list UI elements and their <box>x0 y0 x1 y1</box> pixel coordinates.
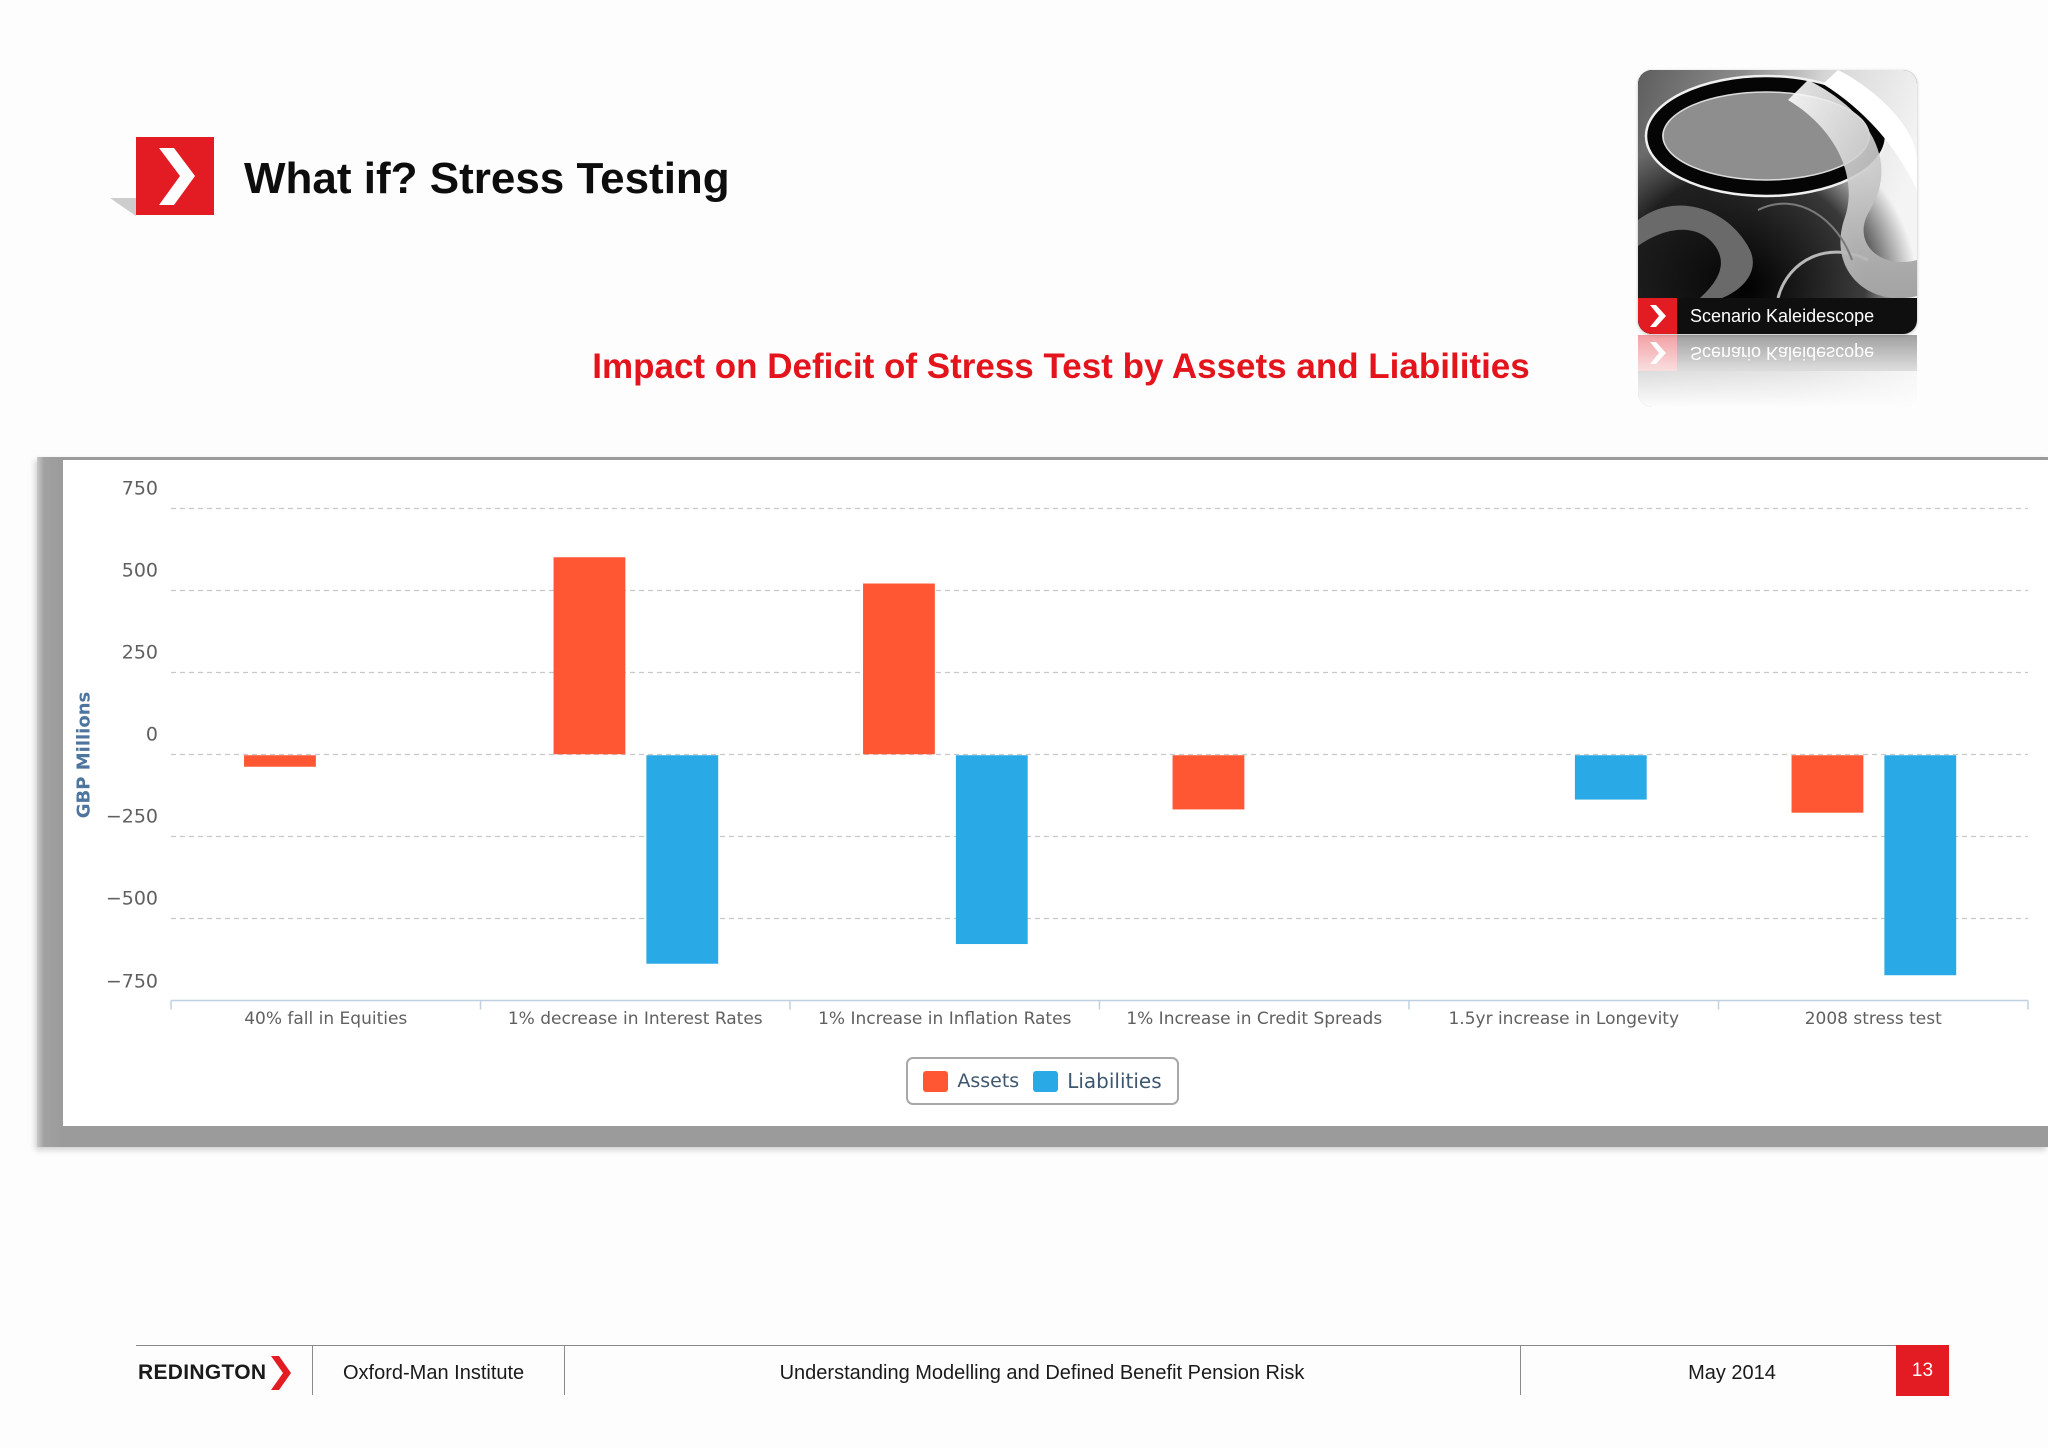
chart-title: Impact on Deficit of Stress Test by Asse… <box>592 347 1530 386</box>
page-number: 13 <box>1896 1345 1949 1396</box>
gridlines <box>170 507 2029 1010</box>
legend-swatch-assets <box>923 1070 949 1092</box>
y-tick-label: −500 <box>106 888 158 910</box>
y-tick-label: −750 <box>106 971 158 993</box>
scenario-kaleidoscope-image: Scenario Kaleidescope <box>1638 70 1917 334</box>
y-axis-title: GBP Millions <box>74 692 95 818</box>
footer-presentation-title: Understanding Modelling and Defined Bene… <box>779 1362 1305 1384</box>
footer-separator <box>1520 1345 1521 1395</box>
chart-legend: Assets Liabilities <box>906 1057 1179 1105</box>
reflected-picture <box>1638 371 1917 407</box>
bar-assets <box>1791 755 1864 813</box>
legend-item-liabilities[interactable]: Liabilities <box>1033 1069 1162 1093</box>
chart-panel: 750 500 250 0 −250 −500 −750 40% fall in Equiti… <box>63 460 2048 1126</box>
bar-liabilities <box>646 755 719 964</box>
footer-separator <box>312 1345 313 1395</box>
bar-liabilities <box>1884 755 1957 976</box>
reflected-chevron-badge <box>1638 335 1677 371</box>
y-tick-label: 750 <box>122 478 158 500</box>
y-tick-label: 500 <box>122 560 158 582</box>
x-tick-label: 40% fall in Equities <box>244 1009 407 1029</box>
bar-assets <box>553 557 626 755</box>
x-tick-label: 1% Increase in Credit Spreads <box>1126 1009 1382 1029</box>
legend-label-liabilities: Liabilities <box>1067 1069 1162 1093</box>
title-badge <box>100 130 220 220</box>
footer-date: May 2014 <box>1688 1362 1776 1384</box>
y-tick-label: 0 <box>146 724 158 746</box>
footer-institution: Oxford-Man Institute <box>343 1362 525 1384</box>
axis-labels: 750 500 250 0 −250 −500 −750 40% fall in Equiti… <box>106 478 1942 1030</box>
chevron-right-icon <box>1650 342 1666 364</box>
bar-chart: 750 500 250 0 −250 −500 −750 40% fall in Equiti… <box>74 478 2029 1030</box>
scenario-image-reflection: Scenario Kaleidescope <box>1638 335 1917 407</box>
bar-liabilities <box>955 755 1028 945</box>
reflection-fade <box>1638 335 1917 407</box>
chevron-right-icon <box>159 148 195 205</box>
chevron-right-icon <box>1650 305 1666 327</box>
bar-assets <box>863 583 935 755</box>
y-tick-label: −250 <box>106 806 158 828</box>
abstract-ribbons-picture <box>1638 70 1917 334</box>
band-chevron-badge <box>1638 298 1677 334</box>
x-tick-label: 1% decrease in Interest Rates <box>508 1009 763 1029</box>
reflected-caption-band: Scenario Kaleidescope <box>1638 335 1917 371</box>
legend-swatch-liabilities <box>1033 1070 1059 1092</box>
x-tick-label: 1.5yr increase in Longevity <box>1448 1009 1679 1029</box>
x-tick-label: 1% Increase in Inflation Rates <box>818 1009 1071 1029</box>
footer-divider <box>136 1345 1896 1346</box>
y-tick-label: 250 <box>122 642 158 664</box>
bar-assets <box>1172 755 1245 810</box>
footer-brand: REDINGTON <box>138 1361 267 1384</box>
x-tick-label: 2008 stress test <box>1805 1009 1942 1029</box>
brand-chevron-icon <box>271 1356 291 1390</box>
bar-liabilities <box>1574 755 1647 800</box>
scenario-caption: Scenario Kaleidescope <box>1690 306 1875 326</box>
bars <box>244 557 1957 976</box>
legend-label-assets: Assets <box>957 1070 1020 1092</box>
slide-title: What if? Stress Testing <box>244 154 730 203</box>
bar-assets <box>244 755 316 767</box>
legend-item-assets[interactable]: Assets <box>923 1070 1019 1092</box>
scenario-caption-band: Scenario Kaleidescope <box>1638 298 1917 334</box>
footer-separator <box>564 1345 565 1395</box>
